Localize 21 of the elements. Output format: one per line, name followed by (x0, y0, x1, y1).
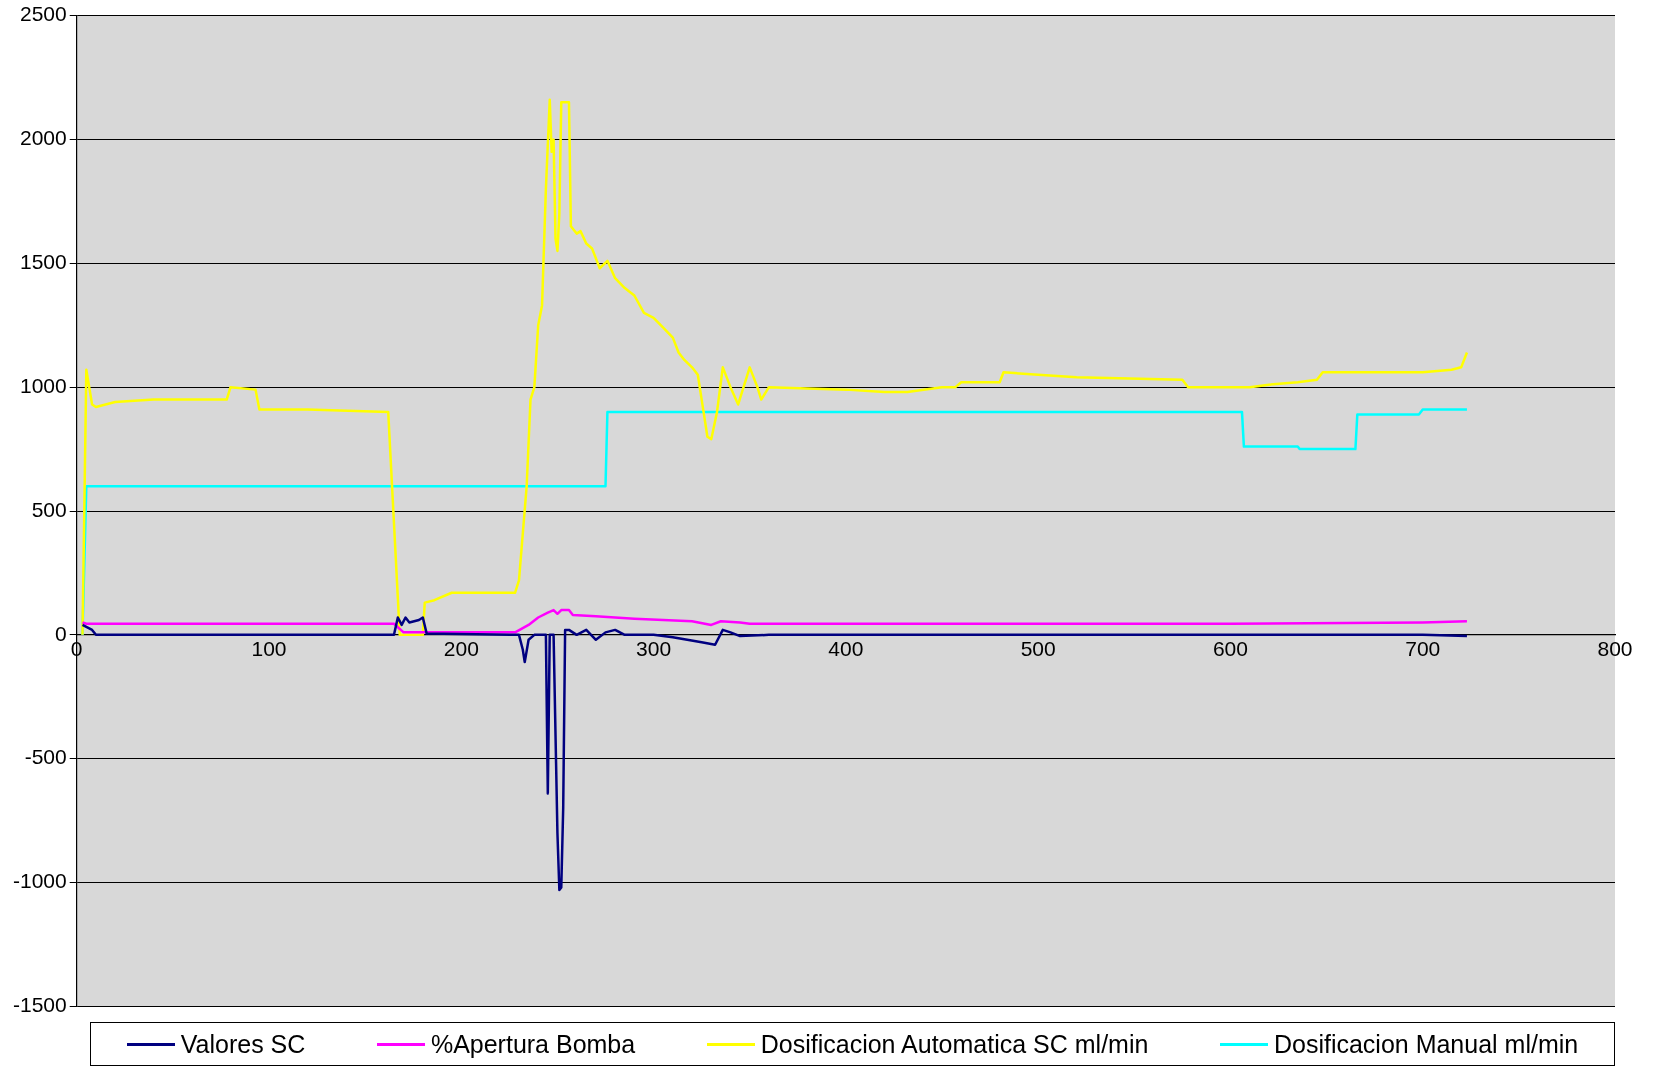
y-tick-label: -1000 (12, 869, 67, 893)
y-tick-label: 1500 (19, 250, 67, 274)
legend-label: Dosificacion Manual ml/min (1273, 1029, 1579, 1059)
legend-label: %Apertura Bomba (430, 1029, 636, 1059)
x-tick-label: 800 (1597, 637, 1633, 661)
x-tick-label: 500 (1020, 637, 1056, 661)
y-tick-label: -1500 (12, 993, 67, 1017)
legend-label: Dosificacion Automatica SC ml/min (760, 1029, 1149, 1059)
x-tick-label: 400 (828, 637, 864, 661)
y-tick-label: 1000 (19, 373, 67, 397)
x-tick-label: 200 (443, 637, 479, 661)
y-tick-label: 0 (55, 621, 67, 645)
x-tick-label: 600 (1212, 637, 1248, 661)
x-tick-label: 700 (1405, 637, 1441, 661)
y-tick-label: 500 (31, 497, 67, 521)
y-tick-label: -500 (24, 745, 67, 769)
y-tick-label: 2500 (19, 2, 67, 26)
y-tick-label: 2000 (19, 126, 67, 150)
x-tick-label: 300 (636, 637, 672, 661)
x-tick-label: 100 (251, 637, 287, 661)
legend-label: Valores SC (180, 1029, 306, 1059)
